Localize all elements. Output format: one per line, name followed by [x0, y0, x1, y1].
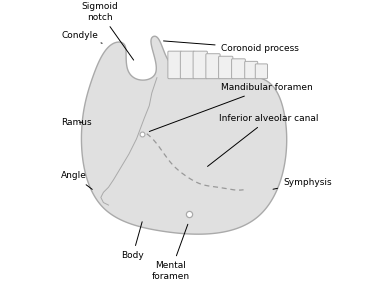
Text: Mandibular foramen: Mandibular foramen — [149, 83, 312, 131]
Text: Inferior alveolar canal: Inferior alveolar canal — [207, 114, 319, 166]
Text: Mental
foramen: Mental foramen — [152, 224, 190, 281]
Polygon shape — [81, 36, 287, 234]
FancyBboxPatch shape — [180, 51, 195, 79]
Text: Condyle: Condyle — [62, 31, 102, 43]
FancyBboxPatch shape — [168, 51, 182, 79]
FancyBboxPatch shape — [193, 51, 207, 79]
FancyBboxPatch shape — [219, 56, 233, 79]
Text: Body: Body — [122, 222, 144, 260]
Text: Symphysis: Symphysis — [273, 178, 332, 189]
FancyBboxPatch shape — [255, 64, 267, 79]
FancyBboxPatch shape — [245, 61, 258, 79]
FancyBboxPatch shape — [232, 59, 245, 79]
FancyBboxPatch shape — [206, 54, 220, 79]
Text: Ramus: Ramus — [62, 118, 92, 127]
Text: Coronoid process: Coronoid process — [164, 41, 298, 53]
Text: Angle: Angle — [62, 171, 92, 190]
Text: Sigmoid
notch: Sigmoid notch — [81, 2, 134, 60]
